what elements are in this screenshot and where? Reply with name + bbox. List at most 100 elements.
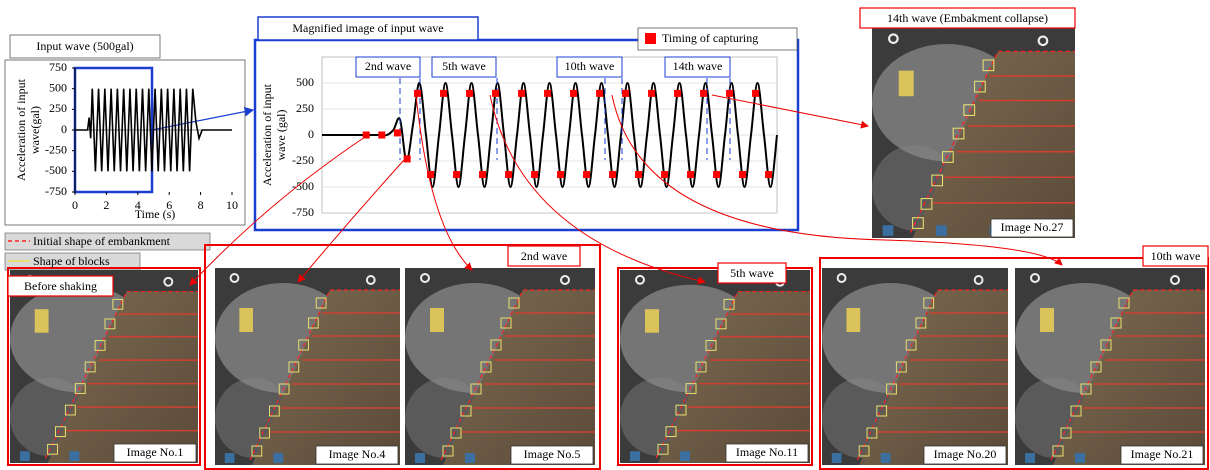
capture-point: [466, 89, 474, 97]
image-label: Image No.4: [329, 447, 386, 461]
image-label: Image No.27: [1001, 220, 1064, 234]
caption-box: [859, 7, 1076, 29]
capture-point: [378, 131, 386, 139]
image-label-box: [923, 445, 1007, 465]
image-label: Image No.20: [934, 447, 997, 461]
y-tick-label: -750: [292, 205, 314, 219]
line: [322, 81, 778, 189]
capture-point: [739, 171, 747, 179]
photo: [822, 268, 1008, 465]
caption-box: [7, 275, 114, 297]
wave-label-box: [664, 56, 731, 78]
panel-caption: 2nd wave: [521, 249, 567, 263]
image-label: Image No.1: [127, 445, 184, 459]
image-label: Image No.5: [524, 447, 581, 461]
image-label-box: [1120, 445, 1204, 465]
panel-caption: 10th wave: [1151, 249, 1201, 263]
photo: [10, 270, 198, 463]
x-tick-label: 4: [135, 198, 141, 212]
capture-point: [648, 89, 656, 97]
capture-point: [440, 89, 448, 97]
arrow: [611, 94, 1063, 266]
capture-point: [713, 171, 721, 179]
photo: [872, 28, 1075, 238]
panel-frame: [819, 257, 1209, 470]
caption-box: [717, 262, 787, 284]
y-tick-label: 0: [61, 122, 67, 136]
panel-frame: [7, 267, 201, 466]
x-tick-label: 0: [72, 198, 78, 212]
y-tick-label: -250: [292, 153, 314, 167]
y-tick-label: -500: [292, 179, 314, 193]
x-tick-label: 6: [166, 198, 172, 212]
legend-swatch: [645, 33, 656, 44]
arrow: [489, 94, 706, 285]
wave-label: 14th wave: [673, 59, 723, 73]
panel-caption: Before shaking: [24, 279, 97, 293]
caption-box: [507, 245, 581, 267]
image-label: Image No.11: [736, 445, 798, 459]
panel-caption: 14th wave (Embakment collapse): [887, 11, 1048, 25]
photo: [215, 268, 400, 465]
panel-frame: [617, 267, 813, 466]
capture-point: [700, 89, 708, 97]
capture-point: [661, 171, 669, 179]
y-tick-label: -500: [45, 163, 67, 177]
capture-point: [557, 171, 565, 179]
arrows: [189, 94, 1063, 286]
y-axis-label: wave (gal): [274, 110, 288, 161]
capture-point: [518, 89, 526, 97]
x-tick-label: 10: [226, 198, 238, 212]
panel-frame: [204, 244, 601, 470]
legend-box: [637, 27, 798, 51]
arrow: [297, 159, 405, 283]
capture-point: [674, 89, 682, 97]
y-tick-label: 0: [308, 127, 314, 141]
capture-point: [583, 171, 591, 179]
image-label-box: [113, 443, 197, 463]
capture-point: [505, 171, 513, 179]
photo: [405, 268, 595, 465]
y-tick-label: -250: [45, 142, 67, 156]
photo: [1015, 268, 1205, 465]
arrow: [189, 134, 369, 286]
y-axis-label: Acceleration of input: [14, 78, 28, 181]
wave-label-box: [556, 56, 623, 78]
magnified-frame: [253, 38, 800, 232]
wave-label-box: [431, 56, 497, 78]
capture-point: [544, 89, 552, 97]
legend-item-box: [4, 232, 211, 251]
capture-point: [479, 171, 487, 179]
y-tick-label: 250: [49, 101, 67, 115]
x-tick-label: 8: [198, 198, 204, 212]
legend-label: Initial shape of embankment: [33, 234, 171, 248]
capture-point: [609, 171, 617, 179]
capture-point: [622, 89, 630, 97]
y-tick-label: 500: [296, 75, 314, 89]
capture-point: [635, 171, 643, 179]
chart-title: Input wave (500gal): [36, 39, 133, 53]
y-axis-label: Acceleration of input: [260, 83, 274, 186]
input-title-box: [9, 34, 161, 59]
x-axis-label: Time (s): [135, 207, 176, 221]
image-label-box: [510, 445, 594, 465]
capture-point: [687, 171, 695, 179]
panel-caption: 5th wave: [730, 266, 774, 280]
capture-point: [453, 171, 461, 179]
capture-point: [492, 89, 500, 97]
image-label-box: [990, 218, 1074, 238]
capture-point: [531, 171, 539, 179]
capture-point: [570, 89, 578, 97]
image-label: Image No.21: [1131, 447, 1194, 461]
capture-point: [414, 89, 422, 97]
y-tick-label: 250: [296, 101, 314, 115]
legend-label: Shape of blocks: [33, 254, 110, 268]
photo-panels: Image No.1 Before shaking Image No.4 Image …: [7, 7, 1209, 470]
capture-point: [427, 171, 435, 179]
line: [75, 88, 232, 172]
capture-point: [765, 171, 773, 179]
y-tick-label: -750: [45, 184, 67, 198]
image-label-box: [315, 445, 399, 465]
wave-label: 5th wave: [442, 59, 486, 73]
